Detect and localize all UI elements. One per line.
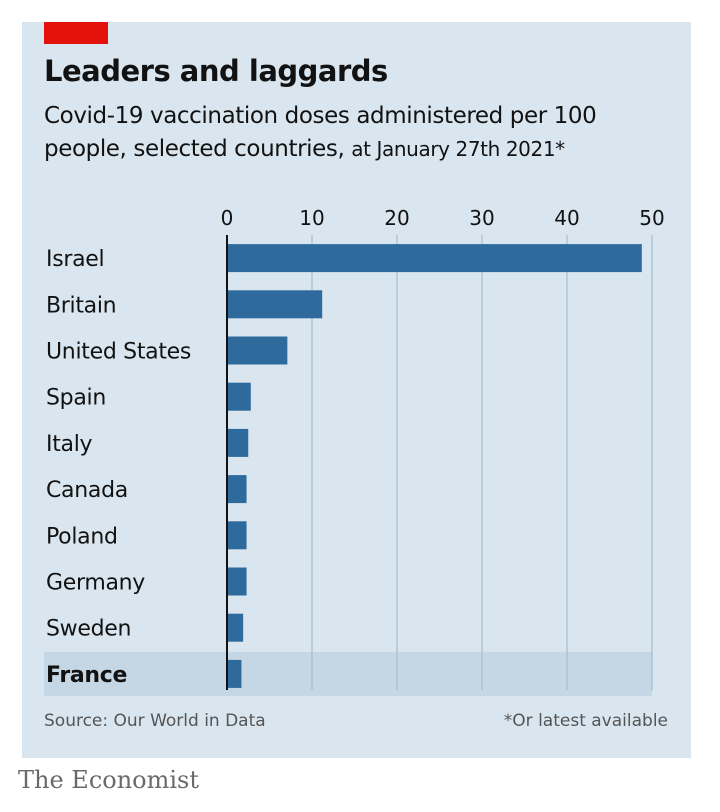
brand-red-bar — [44, 22, 108, 44]
category-label-germany: Germany — [46, 571, 145, 596]
category-label-italy: Italy — [46, 432, 93, 457]
tick-label-20: 20 — [384, 206, 409, 230]
bar-spain — [227, 382, 251, 411]
bar-poland — [227, 521, 247, 550]
category-label-france: France — [46, 663, 127, 688]
bar-sweden — [227, 613, 244, 642]
economist-logo: The Economist — [18, 766, 200, 794]
tick-label-0: 0 — [221, 206, 234, 230]
footnote: *Or latest available — [503, 711, 668, 731]
category-label-spain: Spain — [46, 386, 106, 411]
bar-britain — [227, 290, 323, 319]
subtitle-note: at January 27th 2021* — [351, 137, 565, 161]
bar-italy — [227, 428, 249, 457]
category-label-poland: Poland — [46, 524, 118, 549]
category-label-canada: Canada — [46, 478, 128, 503]
bar-france — [227, 659, 242, 688]
highlight-row — [44, 651, 652, 696]
bar-united-states — [227, 336, 288, 365]
bar-canada — [227, 475, 247, 504]
category-label-sweden: Sweden — [46, 617, 131, 642]
category-label-britain: Britain — [46, 293, 116, 318]
source-note: Source: Our World in Data — [44, 711, 266, 731]
chart-title: Leaders and laggards — [44, 54, 388, 88]
chart-subtitle: Covid-19 vaccination doses administered … — [44, 100, 674, 166]
tick-label-30: 30 — [469, 206, 494, 230]
category-label-united-states: United States — [46, 340, 191, 365]
bar-germany — [227, 567, 247, 596]
tick-label-40: 40 — [554, 206, 579, 230]
tick-label-50: 50 — [639, 206, 664, 230]
chart-panel — [22, 22, 691, 758]
category-label-israel: Israel — [46, 247, 104, 272]
subtitle-main: Covid-19 vaccination doses administered … — [44, 103, 597, 162]
bar-israel — [227, 244, 642, 273]
tick-label-10: 10 — [299, 206, 324, 230]
